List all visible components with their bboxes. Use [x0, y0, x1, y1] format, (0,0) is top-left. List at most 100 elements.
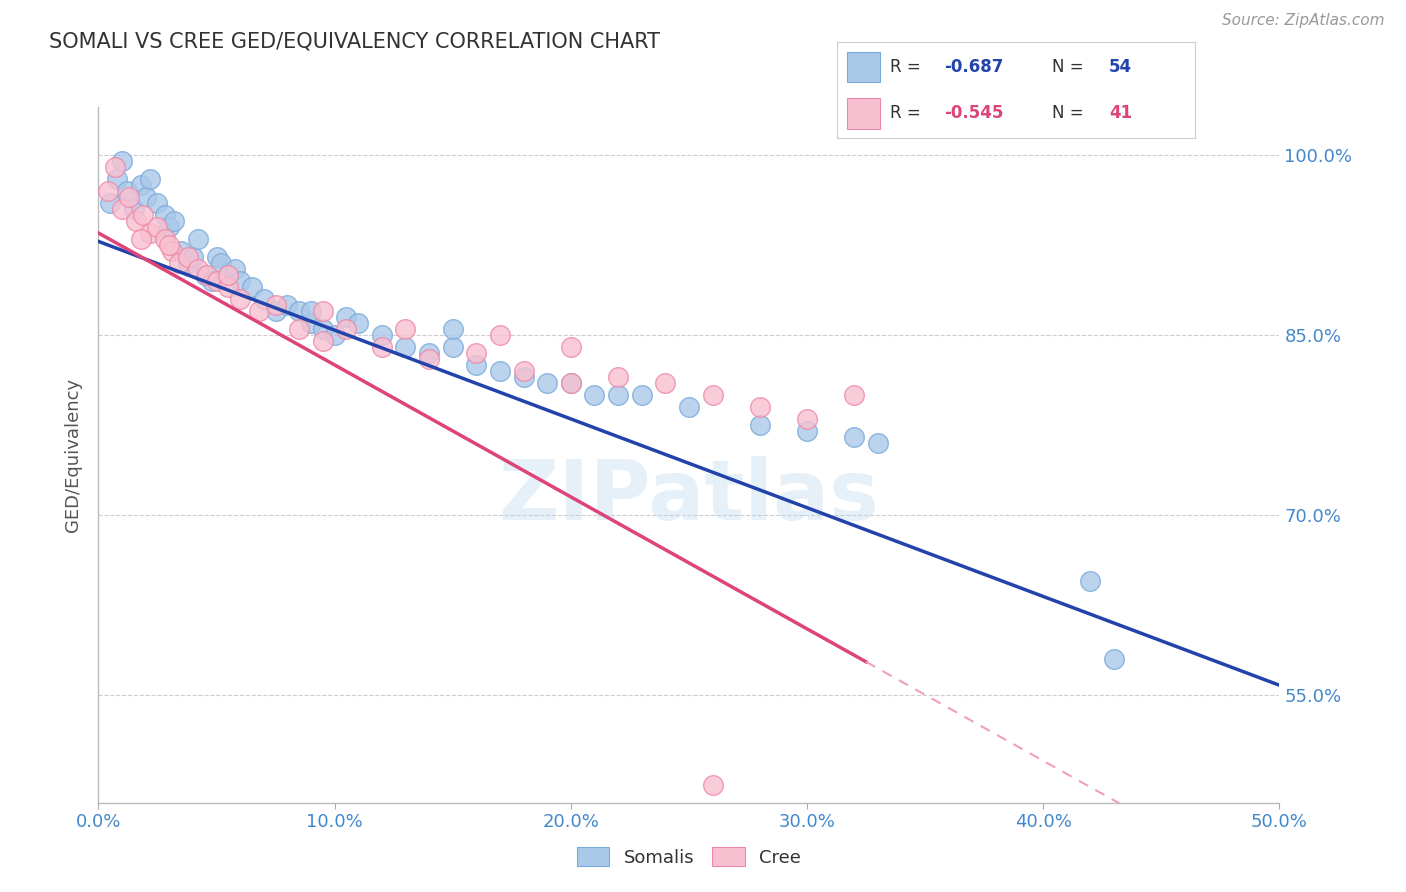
Point	[129, 232, 152, 246]
Text: Source: ZipAtlas.com: Source: ZipAtlas.com	[1222, 13, 1385, 29]
Point	[153, 232, 176, 246]
Point	[583, 388, 606, 402]
Point	[157, 219, 180, 234]
Point	[240, 280, 263, 294]
Point	[630, 388, 652, 402]
Point	[160, 244, 183, 258]
Point	[312, 304, 335, 318]
Point	[512, 364, 534, 378]
Point	[844, 388, 866, 402]
Point	[195, 268, 218, 282]
Point	[132, 208, 155, 222]
Point	[489, 364, 512, 378]
Text: ZIPatlas: ZIPatlas	[499, 456, 879, 537]
Point	[796, 424, 818, 438]
Point	[748, 417, 770, 432]
Point	[560, 340, 582, 354]
Point	[276, 298, 298, 312]
Text: SOMALI VS CREE GED/EQUIVALENCY CORRELATION CHART: SOMALI VS CREE GED/EQUIVALENCY CORRELATI…	[49, 31, 661, 51]
Point	[187, 262, 209, 277]
Point	[97, 184, 120, 198]
Point	[146, 219, 169, 234]
Point	[607, 388, 630, 402]
Point	[288, 322, 311, 336]
Text: R =: R =	[890, 104, 927, 122]
Bar	[848, 52, 880, 82]
Point	[139, 226, 162, 240]
Point	[607, 370, 630, 384]
Point	[465, 358, 488, 372]
Point	[335, 310, 357, 324]
Point	[217, 280, 239, 294]
Point	[288, 304, 311, 318]
Point	[181, 250, 204, 264]
Point	[187, 232, 209, 246]
Point	[229, 292, 252, 306]
Point	[1102, 652, 1125, 666]
Point	[163, 214, 186, 228]
Point	[118, 190, 141, 204]
Point	[129, 178, 152, 192]
Point	[536, 376, 558, 390]
Point	[170, 244, 193, 258]
Text: 41: 41	[1109, 104, 1132, 122]
Point	[205, 274, 228, 288]
Bar	[848, 98, 880, 128]
Point	[465, 346, 488, 360]
Point	[217, 268, 239, 282]
Point	[209, 256, 232, 270]
Point	[796, 412, 818, 426]
Point	[264, 304, 287, 318]
Point	[253, 292, 276, 306]
Point	[157, 238, 180, 252]
Point	[299, 304, 322, 318]
Point	[105, 172, 128, 186]
Point	[194, 268, 217, 282]
Text: 54: 54	[1109, 58, 1132, 76]
Point	[146, 196, 169, 211]
Point	[371, 340, 394, 354]
Point	[844, 430, 866, 444]
Point	[702, 778, 724, 792]
Point	[347, 316, 370, 330]
Point	[394, 322, 416, 336]
Legend: Somalis, Cree: Somalis, Cree	[569, 840, 808, 874]
Point	[98, 196, 121, 211]
Text: N =: N =	[1052, 104, 1088, 122]
Point	[115, 184, 138, 198]
Point	[177, 250, 200, 264]
Point	[229, 274, 252, 288]
Point	[560, 376, 582, 390]
Point	[153, 208, 176, 222]
Text: -0.545: -0.545	[945, 104, 1004, 122]
Point	[205, 250, 228, 264]
Point	[702, 388, 724, 402]
Point	[748, 400, 770, 414]
Point	[247, 304, 270, 318]
Point	[866, 436, 889, 450]
Point	[299, 316, 322, 330]
Point	[323, 328, 346, 343]
Point	[418, 351, 440, 366]
Point	[135, 190, 157, 204]
Point	[371, 328, 394, 343]
Text: N =: N =	[1052, 58, 1088, 76]
Point	[654, 376, 676, 390]
Point	[335, 322, 357, 336]
Point	[441, 322, 464, 336]
Point	[122, 202, 145, 216]
Point	[201, 274, 224, 288]
Point	[678, 400, 700, 414]
Point	[512, 370, 534, 384]
Point	[264, 298, 287, 312]
Point	[104, 160, 127, 174]
Point	[217, 268, 239, 282]
Point	[394, 340, 416, 354]
Point	[441, 340, 464, 354]
Point	[224, 262, 246, 277]
Point	[177, 256, 200, 270]
Text: -0.687: -0.687	[945, 58, 1004, 76]
Point	[167, 256, 190, 270]
Point	[1080, 574, 1102, 588]
Point	[111, 202, 134, 216]
